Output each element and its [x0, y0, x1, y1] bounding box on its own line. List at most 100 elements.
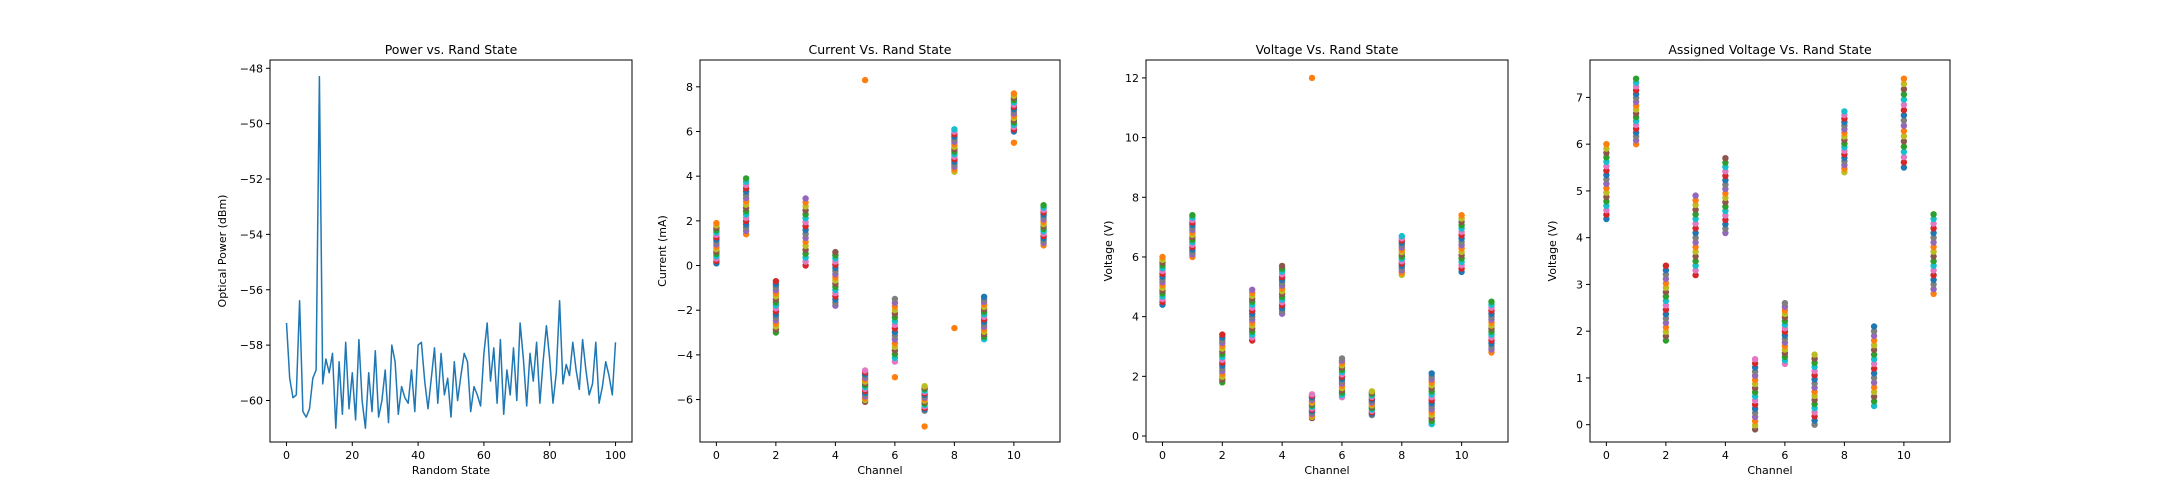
x-tick-label: 4 [832, 449, 839, 462]
data-point [1870, 332, 1878, 340]
data-point [1722, 221, 1729, 228]
x-tick-label: 2 [1662, 449, 1669, 462]
data-point [1603, 158, 1610, 165]
data-point [1662, 284, 1670, 291]
data-point [1900, 153, 1908, 161]
data-point [1870, 351, 1878, 358]
data-point [832, 248, 839, 256]
data-point [1722, 159, 1729, 166]
data-point [1662, 328, 1670, 335]
data-point [1841, 108, 1848, 115]
channel-10-points [1010, 90, 1018, 135]
data-point [1870, 388, 1878, 396]
data-point [1692, 220, 1699, 227]
data-point [1603, 198, 1610, 205]
data-point [1870, 365, 1878, 372]
x-tick-label: 6 [1781, 449, 1788, 462]
y-axis-label: Current (mA) [656, 215, 669, 287]
data-point [1900, 80, 1908, 88]
y-tick-label: 6 [686, 125, 693, 138]
channel-9-points [1870, 323, 1878, 410]
data-point [1900, 143, 1908, 150]
y-tick-label: 2 [1576, 325, 1583, 338]
data-point [1722, 177, 1729, 184]
data-point [1900, 96, 1908, 103]
chart-4: 0 2 4 6 8 10 0 1 2 3 4 5 6 7 Assigned Voltage Vs. Rand… [1546, 42, 1951, 477]
data-point [1458, 212, 1465, 219]
channel-5-points [1308, 391, 1316, 422]
data-point [1722, 155, 1729, 162]
y-tick-label: 4 [1576, 232, 1583, 245]
data-point [1751, 356, 1759, 363]
x-tick-label: 8 [1398, 449, 1405, 462]
x-axis-label: Channel [1304, 464, 1349, 477]
y-tick-label: 7 [1576, 91, 1583, 104]
data-point [980, 293, 988, 300]
axes-frame [1589, 59, 1951, 443]
data-point [1722, 216, 1729, 223]
data-point [1900, 112, 1908, 119]
data-point [1870, 346, 1878, 354]
data-point [1603, 149, 1610, 157]
data-point [1870, 360, 1878, 368]
data-point [1722, 203, 1729, 210]
y-tick-label: 0 [1132, 430, 1139, 443]
data-point [1870, 374, 1878, 382]
data-point [1603, 167, 1610, 174]
x-tick-label: 60 [477, 449, 491, 462]
channel-9-points [1428, 370, 1435, 428]
data-point [1603, 185, 1610, 192]
data-point [1930, 262, 1937, 269]
channel-11-points [1930, 211, 1937, 297]
data-point [1722, 185, 1729, 193]
data-point [1692, 239, 1699, 246]
data-point [891, 295, 899, 303]
channel-6-points [1338, 355, 1346, 401]
data-point [1930, 211, 1937, 218]
data-point [1900, 86, 1908, 93]
x-tick-label: 10 [1455, 449, 1469, 462]
data-point [1603, 145, 1610, 152]
channel-11-points [1040, 202, 1047, 249]
x-tick-label: 2 [772, 449, 779, 462]
channel-0-points [713, 219, 720, 267]
data-point [1603, 154, 1610, 161]
data-point [1930, 281, 1937, 288]
x-tick-label: 4 [1722, 449, 1729, 462]
outlier-point [1308, 74, 1316, 82]
y-tick-label: 2 [1132, 370, 1139, 383]
chart-3-marks [1159, 74, 1495, 428]
data-point [1722, 229, 1729, 237]
power-line [285, 75, 617, 429]
data-point [1692, 215, 1699, 223]
data-point [1219, 331, 1226, 338]
data-point [1930, 267, 1937, 274]
data-point [1930, 257, 1937, 265]
chart-title: Power vs. Rand State [385, 42, 518, 57]
data-point [1900, 138, 1908, 145]
outlier-point [951, 324, 958, 332]
y-tick-label: −48 [240, 62, 263, 75]
axes-frame [269, 59, 633, 443]
x-tick-label: 10 [1897, 449, 1911, 462]
data-point [1692, 267, 1699, 274]
data-point [1781, 299, 1789, 307]
x-tick-label: 0 [1159, 449, 1166, 462]
data-point [1662, 315, 1670, 322]
y-tick-label: −4 [677, 349, 693, 362]
y-axis-label: Optical Power (dBm) [216, 195, 229, 308]
data-point [1811, 351, 1818, 358]
data-point [1692, 262, 1699, 269]
x-tick-label: 20 [345, 449, 359, 462]
y-tick-label: −56 [240, 284, 263, 297]
channel-3-points [802, 195, 809, 269]
data-point [1159, 253, 1166, 261]
data-point [1662, 280, 1670, 287]
channel-3-points [1249, 286, 1256, 344]
data-point [1870, 379, 1878, 386]
data-point [1870, 370, 1878, 377]
data-point [1930, 239, 1937, 246]
y-tick-label: 2 [686, 215, 693, 228]
channel-11-points [1488, 298, 1495, 356]
